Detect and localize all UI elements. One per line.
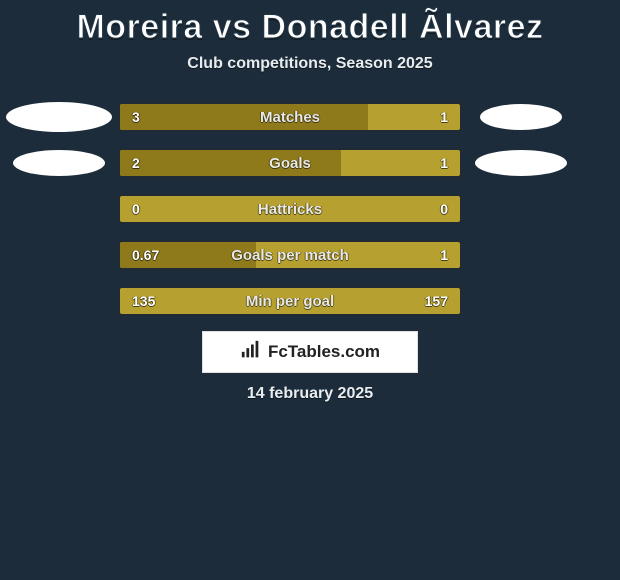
- stat-bar: 3Matches1: [118, 102, 462, 132]
- bars-icon: [240, 339, 262, 366]
- date-text: 14 february 2025: [0, 385, 620, 403]
- avatar-left-slot: [0, 150, 118, 176]
- brand-text: FcTables.com: [268, 342, 380, 362]
- stat-row: 2Goals1: [0, 147, 620, 179]
- stat-rows: 3Matches1 2Goals1 0Hattricks0 0.67Goals per…: [0, 101, 620, 317]
- stat-row: 0Hattricks0: [0, 193, 620, 225]
- page-title: Moreira vs Donadell Ãlvarez: [0, 8, 620, 47]
- avatar-placeholder: [480, 104, 562, 130]
- stat-row: 135Min per goal157: [0, 285, 620, 317]
- stat-row: 3Matches1: [0, 101, 620, 133]
- stat-bar: 135Min per goal157: [118, 286, 462, 316]
- stat-row: 0.67Goals per match1: [0, 239, 620, 271]
- avatar-placeholder: [13, 150, 105, 176]
- stat-bar: 2Goals1: [118, 148, 462, 178]
- avatar-left-slot: [0, 102, 118, 132]
- brand-badge: FcTables.com: [202, 331, 418, 373]
- avatar-right-slot: [462, 150, 580, 176]
- stat-bar: 0Hattricks0: [118, 194, 462, 224]
- avatar-placeholder: [475, 150, 567, 176]
- stat-label: Min per goal: [120, 293, 460, 310]
- stat-label: Goals: [120, 155, 460, 172]
- avatar-right-slot: [462, 104, 580, 130]
- stat-bar: 0.67Goals per match1: [118, 240, 462, 270]
- stat-label: Goals per match: [120, 247, 460, 264]
- subtitle: Club competitions, Season 2025: [0, 55, 620, 73]
- comparison-widget: Moreira vs Donadell Ãlvarez Club competi…: [0, 0, 620, 403]
- stat-label: Matches: [120, 109, 460, 126]
- avatar-placeholder: [6, 102, 112, 132]
- stat-label: Hattricks: [120, 201, 460, 218]
